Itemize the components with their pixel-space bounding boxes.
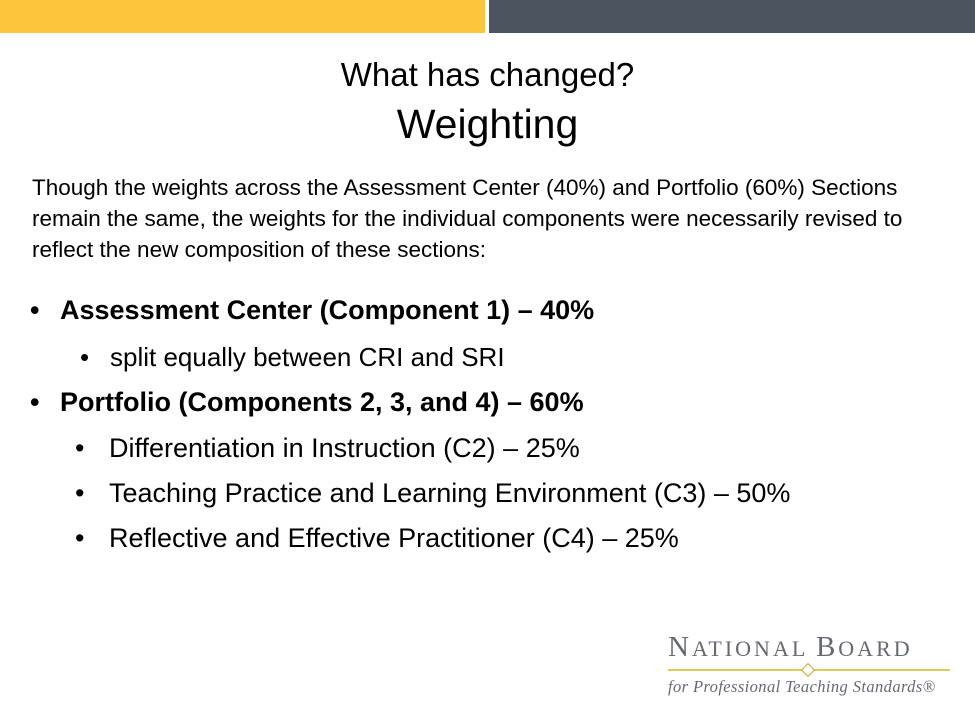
sub-bullet-cri-sri: • split equally between CRI and SRI <box>80 341 505 373</box>
header-accent-bar-yellow <box>0 0 485 33</box>
bullet-dot: • <box>75 523 85 553</box>
diamond-icon <box>800 662 816 678</box>
slide-title: What has changed? <box>340 56 635 93</box>
logo-tagline: for Professional Teaching Standards® <box>668 677 936 696</box>
bullet-dot: • <box>80 342 90 372</box>
sub-bullet-c2: • Differentiation in Instruction (C2) – 2… <box>75 432 580 464</box>
bullet-text: Portfolio (Components 2, 3, and 4) – 60% <box>60 387 584 417</box>
logo-divider <box>668 662 950 678</box>
sub-bullet-text: Teaching Practice and Learning Environme… <box>109 478 791 508</box>
sub-bullet-c4: • Reflective and Effective Practitioner (… <box>75 522 679 554</box>
bullet-dot: • <box>30 387 40 417</box>
intro-paragraph: Though the weights across the Assessment… <box>32 175 903 262</box>
bullet-text: Assessment Center (Component 1) – 40% <box>60 295 595 325</box>
sub-bullet-text: split equally between CRI and SRI <box>110 342 505 372</box>
bullet-dot: • <box>75 478 85 508</box>
logo-wordmark: NATIONAL BOARD <box>668 631 913 663</box>
national-board-logo: NATIONAL BOARD for Professional Teaching… <box>668 633 953 697</box>
sub-bullet-c3: • Teaching Practice and Learning Environm… <box>75 477 790 509</box>
bullet-dot: • <box>30 295 40 325</box>
sub-bullet-text: Differentiation in Instruction (C2) – 25… <box>109 433 580 463</box>
bullet-dot: • <box>75 433 85 463</box>
bullet-assessment-center: • Assessment Center (Component 1) – 40% <box>30 294 594 326</box>
header-accent-bar-gray <box>489 0 975 33</box>
sub-bullet-text: Reflective and Effective Practitioner (C… <box>109 523 679 553</box>
bullet-portfolio: • Portfolio (Components 2, 3, and 4) – 60… <box>30 386 584 418</box>
slide-subtitle: Weighting <box>396 101 579 147</box>
